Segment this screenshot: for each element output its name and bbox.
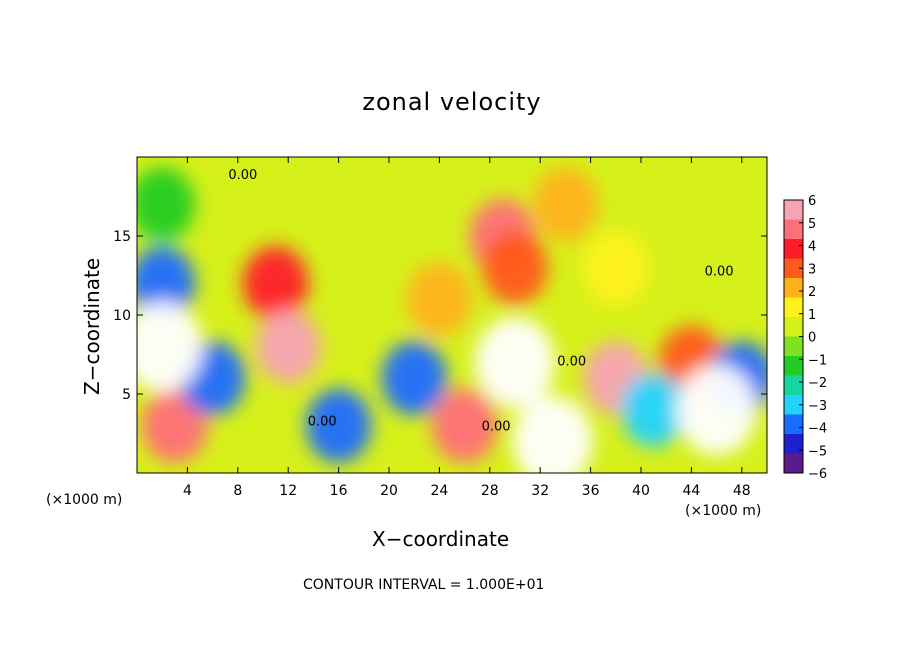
x-tick-label-6: 28 bbox=[481, 483, 499, 499]
x-tick-label-0: 4 bbox=[183, 483, 192, 499]
colorbar-swatch-7 bbox=[784, 336, 803, 357]
x-axis-label: X−coordinate bbox=[372, 527, 510, 551]
field-cell-15 bbox=[620, 372, 687, 447]
colorbar-swatch-4 bbox=[784, 278, 803, 298]
colorbar-label-9: −3 bbox=[808, 399, 827, 414]
field-cell-20 bbox=[676, 364, 757, 456]
x-tick-label-5: 24 bbox=[430, 483, 448, 499]
field-cell-13 bbox=[381, 341, 447, 416]
colorbar-label-7: −1 bbox=[808, 353, 827, 368]
colorbar-label-4: 2 bbox=[808, 285, 816, 300]
colorbar-label-8: −2 bbox=[808, 376, 827, 391]
field-cell-5 bbox=[255, 309, 321, 384]
contour-label-3: 0.00 bbox=[482, 419, 511, 434]
field-blobs bbox=[137, 167, 767, 473]
contour-label-0: 0.00 bbox=[228, 168, 257, 183]
colorbar-swatch-3 bbox=[784, 258, 803, 279]
field-cell-14 bbox=[305, 388, 372, 463]
colorbar-label-12: −6 bbox=[808, 467, 827, 482]
contour-interval-note: CONTOUR INTERVAL = 1.000E+01 bbox=[303, 577, 545, 593]
colorbar-swatch-9 bbox=[784, 375, 803, 396]
y-axis-label: Z−coordinate bbox=[80, 257, 104, 395]
x-tick-label-1: 8 bbox=[233, 483, 242, 499]
y-tick-label-1: 10 bbox=[113, 308, 131, 324]
x-unit-label-left: (×1000 m) bbox=[46, 492, 123, 508]
contour-label-4: 0.00 bbox=[705, 265, 734, 280]
x-tick-label-2: 12 bbox=[279, 483, 297, 499]
x-tick-label-10: 44 bbox=[682, 483, 700, 499]
colorbar-label-2: 4 bbox=[808, 240, 816, 255]
colorbar-label-10: −4 bbox=[808, 422, 827, 437]
field-cell-2 bbox=[532, 167, 599, 242]
field-cell-4 bbox=[242, 246, 309, 321]
colorbar-swatch-1 bbox=[784, 219, 803, 240]
field-cell-18 bbox=[137, 301, 203, 393]
colorbar-label-0: 6 bbox=[808, 194, 816, 209]
field-cell-11 bbox=[137, 246, 195, 321]
y-tick-label-0: 5 bbox=[122, 387, 131, 403]
colorbar-swatch-0 bbox=[784, 200, 803, 220]
y-tick-label-2: 15 bbox=[113, 229, 131, 245]
field-cell-9 bbox=[142, 388, 208, 463]
contour-label-2: 0.00 bbox=[308, 415, 337, 430]
x-tick-label-3: 16 bbox=[330, 483, 348, 499]
x-tick-label-11: 48 bbox=[733, 483, 751, 499]
colorbar-swatch-12 bbox=[784, 434, 803, 454]
chart-title: zonal velocity bbox=[362, 88, 542, 116]
field-cell-1 bbox=[482, 230, 548, 305]
x-tick-label-7: 32 bbox=[531, 483, 549, 499]
x-tick-label-9: 40 bbox=[632, 483, 650, 499]
colorbar-label-6: 0 bbox=[808, 331, 816, 346]
contour-label-1: 0.00 bbox=[557, 355, 586, 370]
colorbar-swatch-11 bbox=[784, 414, 803, 435]
colorbar-swatch-8 bbox=[784, 356, 803, 376]
x-unit-label-right: (×1000 m) bbox=[685, 503, 762, 519]
colorbar-swatch-5 bbox=[784, 297, 803, 318]
x-tick-label-4: 20 bbox=[380, 483, 398, 499]
field-cell-21 bbox=[512, 395, 594, 473]
colorbar-label-11: −5 bbox=[808, 444, 827, 459]
field-layer bbox=[137, 167, 767, 473]
field-cell-19 bbox=[474, 316, 556, 408]
colorbar-swatch-2 bbox=[784, 239, 803, 259]
colorbar-swatch-6 bbox=[784, 317, 803, 337]
x-axis-label-wrap: X−coordinate bbox=[0, 527, 904, 553]
colorbar-swatch-13 bbox=[784, 453, 803, 474]
colorbar-label-5: 1 bbox=[808, 308, 816, 323]
field-cell-17 bbox=[137, 167, 195, 242]
field-cell-8 bbox=[431, 388, 498, 463]
colorbar-label-3: 3 bbox=[808, 262, 816, 277]
colorbar-swatch-10 bbox=[784, 395, 803, 415]
x-tick-label-8: 36 bbox=[582, 483, 600, 499]
field-cell-6 bbox=[406, 262, 473, 337]
colorbar-label-1: 5 bbox=[808, 217, 816, 232]
field-cell-3 bbox=[583, 230, 649, 305]
